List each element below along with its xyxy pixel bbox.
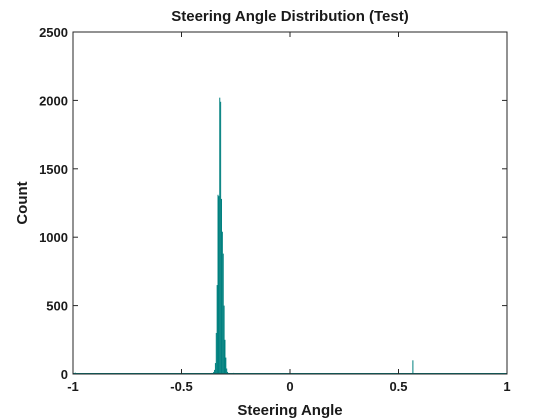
- x-tick-label: 0: [286, 379, 293, 394]
- y-axis: 0 500 1000 1500 2000 2500: [39, 25, 507, 382]
- histogram-bar: [213, 371, 215, 374]
- y-tick-label: 1500: [39, 162, 68, 177]
- histogram-bar: [223, 305, 225, 374]
- histogram-bar: [412, 360, 414, 374]
- histogram-bar: [221, 231, 223, 374]
- plot-frame: [72, 31, 508, 375]
- x-tick-label: -1: [67, 379, 79, 394]
- y-tick-label: 500: [46, 299, 68, 314]
- x-tick-label: 1: [503, 379, 510, 394]
- y-axis-label: Count: [14, 181, 31, 224]
- x-axis-label: Steering Angle: [237, 402, 342, 419]
- histogram-bar: [220, 101, 222, 375]
- histogram-bar: [225, 357, 227, 374]
- histogram-bar: [214, 369, 216, 374]
- histogram-bar: [74, 372, 76, 374]
- y-tick-label: 2000: [39, 93, 68, 108]
- x-tick-label: -0.5: [170, 379, 192, 394]
- x-axis: -1 -0.5 0 0.5 1: [67, 32, 511, 394]
- histogram-bar: [224, 339, 226, 374]
- histogram-bar: [219, 97, 221, 374]
- histogram-bar: [220, 198, 222, 374]
- histogram-bar: [215, 332, 217, 374]
- histogram-bar: [214, 363, 216, 374]
- histogram-bar: [216, 285, 218, 374]
- histogram-bar: [217, 194, 219, 374]
- y-tick-label: 0: [61, 367, 68, 382]
- chart-title: Steering Angle Distribution (Test): [171, 8, 409, 25]
- histogram-bar: [226, 368, 228, 374]
- histogram-bar: [211, 372, 213, 374]
- histogram-bar: [222, 253, 224, 374]
- x-tick-label: 0.5: [389, 379, 407, 394]
- histogram-bar: [233, 372, 235, 374]
- histogram-bar: [227, 371, 229, 374]
- y-tick-label: 1000: [39, 230, 68, 245]
- histogram-bar: [218, 196, 220, 374]
- bars-group: [73, 97, 507, 375]
- y-tick-label: 2500: [39, 25, 68, 40]
